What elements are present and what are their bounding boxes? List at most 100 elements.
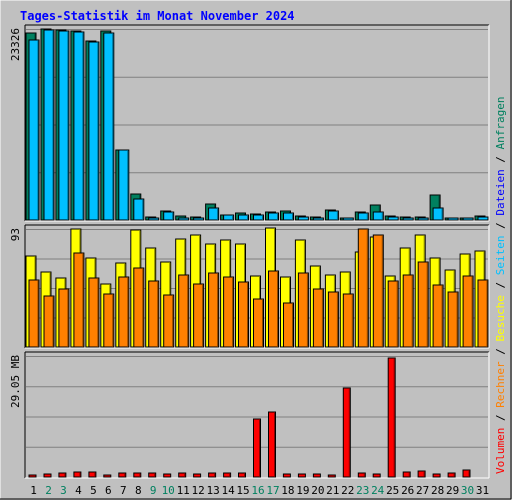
bar-seiten-day-4 — [73, 31, 85, 221]
bar-seiten-day-18 — [283, 212, 294, 221]
legend-item-anfragen: Anfragen — [494, 96, 507, 149]
bar-seiten-day-5 — [88, 41, 100, 221]
bar-volumen-day-18 — [282, 473, 291, 478]
bar-seiten-day-16 — [253, 214, 264, 221]
bar-rechner-day-16 — [253, 298, 264, 348]
bar-seiten-day-7 — [118, 149, 130, 221]
bar-seiten-day-20 — [312, 217, 324, 221]
day-label-28: 28 — [431, 484, 444, 497]
bar-rechner-day-2 — [43, 295, 55, 348]
bar-seiten-day-11 — [178, 217, 190, 221]
day-label-18: 18 — [281, 484, 294, 497]
bar-rechner-day-9 — [148, 280, 160, 348]
day-label-4: 4 — [75, 484, 82, 497]
bar-volumen-day-5 — [88, 471, 97, 478]
bar-seiten-day-22 — [342, 217, 354, 221]
day-label-12: 12 — [191, 484, 204, 497]
y-axis-max-label: 29.05 MB — [9, 355, 22, 408]
bar-volumen-day-8 — [133, 472, 142, 478]
bar-seiten-day-26 — [402, 217, 414, 221]
bar-rechner-day-12 — [193, 283, 205, 348]
day-label-3: 3 — [60, 484, 67, 497]
day-label-23: 23 — [356, 484, 369, 497]
bar-volumen-day-3 — [58, 472, 67, 478]
legend-item-volumen: Volumen — [494, 428, 507, 474]
bar-seiten-day-23 — [357, 212, 369, 221]
bar-volumen-day-21 — [327, 474, 336, 478]
bar-volumen-day-28 — [432, 473, 441, 478]
legend-item-dateien: Dateien — [494, 169, 507, 215]
day-label-30: 30 — [461, 484, 474, 497]
day-label-6: 6 — [105, 484, 112, 497]
bar-rechner-day-6 — [103, 293, 115, 348]
bar-seiten-day-10 — [163, 211, 175, 221]
bar-volumen-day-15 — [238, 472, 246, 478]
bar-seiten-day-9 — [148, 217, 160, 221]
day-label-19: 19 — [296, 484, 309, 497]
bar-seiten-day-28 — [432, 207, 444, 221]
bar-volumen-day-24 — [372, 473, 381, 478]
bar-seiten-day-15 — [238, 214, 249, 221]
bar-rechner-day-31 — [477, 279, 489, 348]
legend-item-rechner: Rechner — [494, 361, 507, 408]
bar-volumen-day-29 — [447, 472, 456, 478]
bar-rechner-day-17 — [268, 270, 279, 348]
bar-rechner-day-8 — [133, 267, 145, 348]
day-label-15: 15 — [236, 484, 249, 497]
day-label-7: 7 — [120, 484, 127, 497]
bar-volumen-day-11 — [178, 472, 187, 478]
day-label-24: 24 — [371, 484, 385, 497]
x-axis-day-labels: 1 2 3 4 5 6 7 8 9 10 11 12 13 14 15 16 17 18 19 20 21 22 23 24 2… — [30, 484, 489, 497]
bar-rechner-day-4 — [73, 252, 85, 348]
day-label-27: 27 — [416, 484, 429, 497]
bar-seiten-day-1 — [28, 39, 40, 221]
day-label-22: 22 — [341, 484, 354, 497]
bar-seiten-day-24 — [372, 211, 384, 221]
bar-seiten-day-3 — [58, 30, 70, 221]
bar-rechner-day-1 — [28, 279, 40, 348]
bar-volumen-day-9 — [148, 472, 157, 478]
bar-seiten-day-27 — [417, 217, 429, 221]
bar-volumen-day-19 — [297, 473, 306, 478]
day-label-13: 13 — [206, 484, 219, 497]
y-axis-max-label: 23326 — [9, 28, 22, 61]
legend-text: Volumen / Rechner / Besuche / Seiten / D… — [494, 96, 507, 474]
bar-rechner-day-22 — [342, 293, 354, 348]
bar-volumen-day-30 — [462, 469, 471, 478]
legend-separator: / — [494, 216, 507, 236]
day-label-8: 8 — [135, 484, 142, 497]
bar-volumen-day-1 — [28, 474, 37, 478]
bar-seiten-day-8 — [133, 198, 145, 221]
y-axis-max-label: 93 — [9, 228, 22, 241]
chart-panels: 23326 93 29.05 MB — [9, 24, 490, 479]
bar-volumen-day-23 — [357, 472, 366, 478]
legend-item-besuche: Besuche — [494, 295, 507, 341]
panel-middle: 93 — [9, 224, 490, 349]
day-label-25: 25 — [386, 484, 399, 497]
bar-seiten-day-14 — [223, 214, 235, 221]
day-label-29: 29 — [446, 484, 459, 497]
bar-seiten-day-31 — [477, 216, 489, 221]
day-label-31: 31 — [476, 484, 489, 497]
bar-volumen-day-25 — [387, 357, 396, 478]
bar-rechner-day-19 — [297, 272, 309, 348]
bar-rechner-day-15 — [238, 281, 249, 348]
bar-rechner-day-29 — [447, 291, 459, 348]
bar-rechner-day-11 — [178, 274, 190, 348]
bar-rechner-day-10 — [163, 294, 175, 348]
bar-volumen-day-10 — [163, 473, 172, 478]
legend-item-seiten: Seiten — [494, 236, 507, 276]
bar-rechner-day-28 — [432, 284, 444, 348]
bar-rechner-day-25 — [387, 280, 399, 348]
bar-seiten-day-30 — [462, 217, 474, 221]
bar-seiten-day-19 — [297, 216, 309, 221]
bar-volumen-day-16 — [253, 418, 261, 478]
chart-legend: Volumen / Rechner / Besuche / Seiten / D… — [494, 96, 507, 474]
bar-volumen-day-13 — [208, 472, 217, 478]
bar-volumen-day-20 — [312, 473, 321, 478]
day-label-2: 2 — [45, 484, 52, 497]
bar-rechner-day-21 — [327, 291, 339, 348]
chart-title: Tages-Statistik im Monat November 2024 — [20, 9, 295, 23]
bar-volumen-day-2 — [43, 473, 52, 478]
